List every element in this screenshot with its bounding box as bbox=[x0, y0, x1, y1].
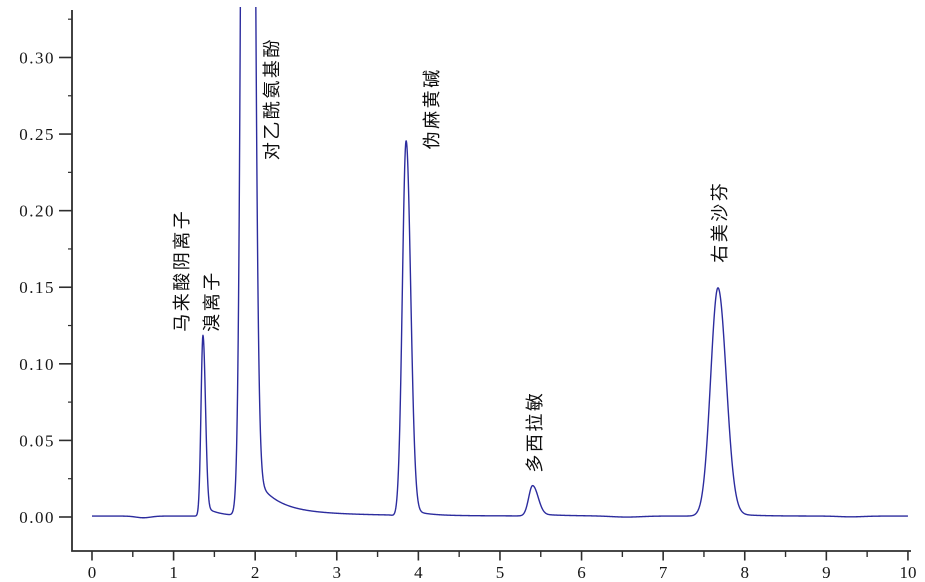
axis-lines bbox=[71, 10, 911, 552]
trace-path bbox=[91, 7, 909, 519]
x-tick-label: 7 bbox=[659, 563, 668, 582]
x-tick-label: 8 bbox=[740, 563, 749, 582]
x-tick-label: 4 bbox=[414, 563, 423, 582]
peak-label: 右美沙芬 bbox=[710, 181, 730, 263]
peak-label: 伪麻黄碱 bbox=[422, 67, 442, 149]
peak-label: 对乙酰氨基酚 bbox=[262, 37, 282, 160]
peak-label: 马来酸阴离子 bbox=[172, 209, 192, 332]
x-tick-label: 0 bbox=[88, 563, 97, 582]
x-tick-label: 10 bbox=[899, 563, 916, 582]
x-tick-label: 9 bbox=[822, 563, 831, 582]
y-tick-label: 0.20 bbox=[19, 202, 55, 221]
y-tick-label: 0.00 bbox=[19, 508, 55, 527]
y-tick-label: 0.05 bbox=[19, 431, 55, 450]
y-tick-label: 0.10 bbox=[19, 355, 55, 374]
x-tick-label: 1 bbox=[169, 563, 178, 582]
peak-label: 多西拉敏 bbox=[525, 391, 545, 473]
y-tick-label: 0.15 bbox=[19, 278, 55, 297]
y-tick-label: 0.30 bbox=[19, 48, 55, 67]
x-tick-label: 3 bbox=[333, 563, 342, 582]
peak-label: 溴离子 bbox=[202, 270, 222, 332]
y-tick-label: 0.25 bbox=[19, 125, 55, 144]
x-tick-label: 5 bbox=[496, 563, 505, 582]
x-tick-label: 2 bbox=[251, 563, 260, 582]
x-tick-label: 6 bbox=[577, 563, 586, 582]
